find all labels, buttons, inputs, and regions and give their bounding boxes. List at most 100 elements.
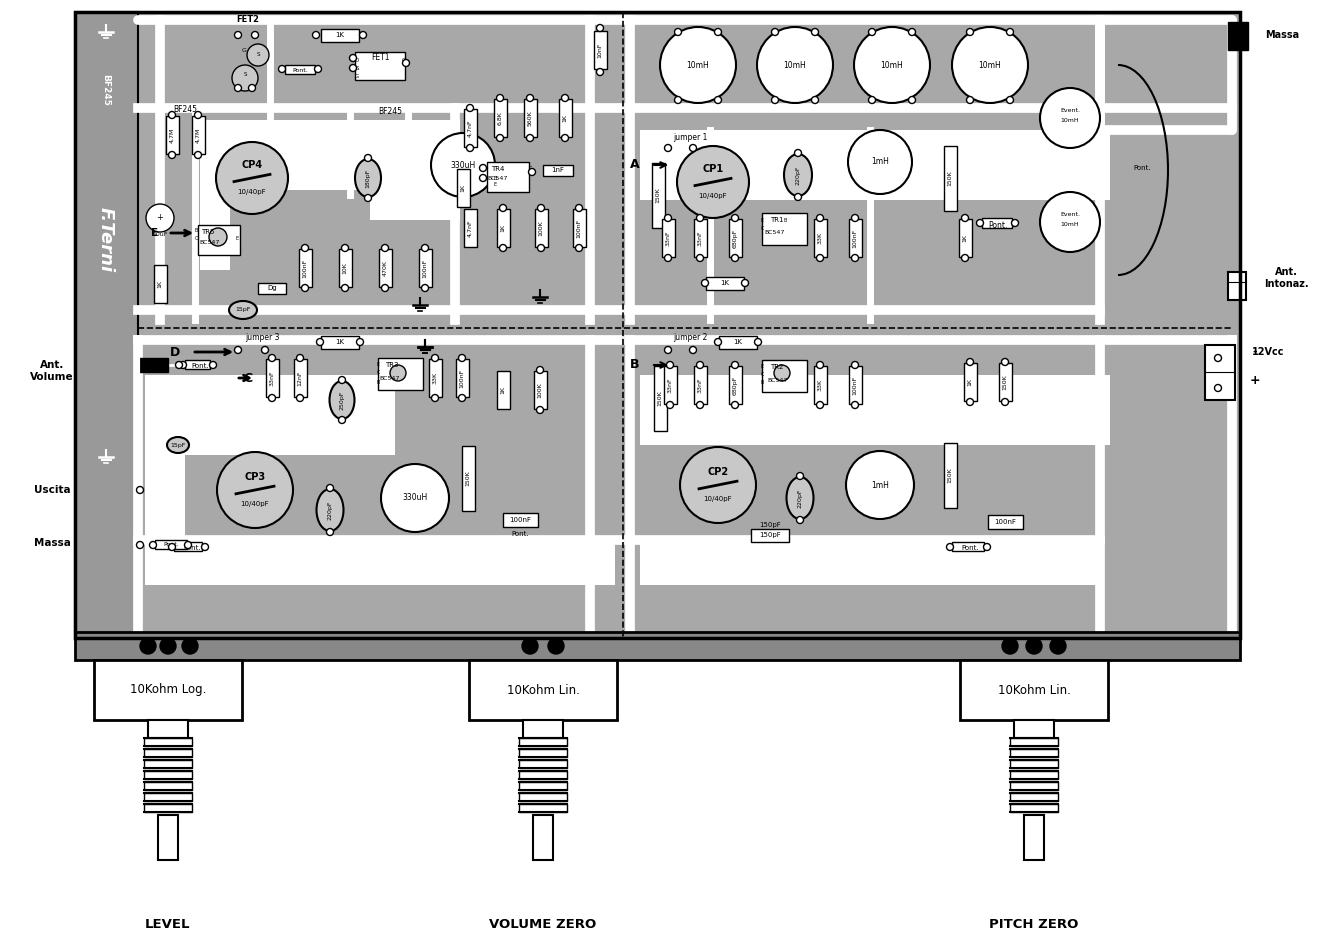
Ellipse shape [784, 154, 812, 196]
Bar [1010, 771, 1058, 779]
Circle shape [962, 215, 969, 221]
Circle shape [249, 84, 256, 92]
Text: jumper 1: jumper 1 [673, 133, 708, 143]
Bar [166, 116, 179, 154]
Bar [1010, 793, 1058, 801]
Circle shape [431, 355, 439, 361]
Circle shape [1006, 28, 1013, 36]
Text: 150K: 150K [947, 170, 953, 186]
Circle shape [689, 144, 697, 152]
Text: 1mH: 1mH [871, 158, 888, 167]
Text: 680pF: 680pF [732, 228, 737, 248]
Text: 12Vcc: 12Vcc [1252, 347, 1284, 357]
Bar [75, 12, 1240, 638]
Bar [1010, 804, 1058, 812]
Circle shape [1002, 358, 1009, 366]
Text: 100K: 100K [538, 382, 542, 398]
Bar [1014, 720, 1054, 738]
Text: Event.: Event. [1060, 108, 1080, 113]
Circle shape [795, 193, 801, 201]
Circle shape [234, 346, 241, 354]
Circle shape [1215, 385, 1222, 391]
Text: 100nF: 100nF [852, 375, 858, 395]
Circle shape [194, 152, 202, 159]
Bar [145, 782, 191, 790]
Circle shape [297, 355, 304, 361]
Circle shape [812, 28, 819, 36]
Text: Pont.: Pont. [292, 68, 308, 72]
Text: 10mH: 10mH [1061, 221, 1080, 226]
Bar [706, 277, 744, 290]
Text: 220pF: 220pF [797, 489, 803, 507]
Circle shape [562, 134, 569, 142]
Circle shape [966, 399, 974, 405]
Bar [640, 540, 1100, 585]
Text: BC547: BC547 [199, 240, 221, 246]
Bar [75, 12, 1240, 638]
Circle shape [946, 543, 954, 551]
Circle shape [562, 95, 569, 101]
Circle shape [714, 97, 721, 103]
Text: E: E [151, 228, 159, 238]
Bar [149, 720, 189, 738]
Circle shape [665, 144, 672, 152]
Text: 330uH: 330uH [403, 493, 428, 503]
Text: 10K: 10K [343, 262, 348, 274]
Bar [199, 120, 230, 270]
Bar [1010, 749, 1058, 757]
Circle shape [868, 28, 875, 36]
Circle shape [962, 254, 969, 262]
Bar [519, 804, 567, 812]
Circle shape [812, 97, 819, 103]
Bar [945, 146, 957, 211]
Bar [982, 218, 1012, 228]
Text: 10Kohm Log.: 10Kohm Log. [130, 684, 206, 697]
Circle shape [757, 27, 834, 103]
Bar [145, 760, 191, 768]
Ellipse shape [787, 477, 814, 519]
Circle shape [356, 339, 364, 345]
Circle shape [496, 95, 503, 101]
Bar [519, 738, 567, 746]
Circle shape [364, 194, 372, 202]
Circle shape [1040, 88, 1100, 148]
Ellipse shape [355, 159, 381, 197]
Text: 1K: 1K [562, 114, 567, 122]
Circle shape [1050, 638, 1066, 654]
Bar [158, 815, 178, 860]
Text: E: E [376, 361, 380, 367]
Text: 1nF: 1nF [551, 167, 565, 173]
Bar [1010, 760, 1058, 768]
Bar [456, 359, 470, 397]
Circle shape [1002, 638, 1018, 654]
Text: 10Kohm Lin.: 10Kohm Lin. [507, 684, 579, 697]
Circle shape [755, 339, 761, 345]
Bar [654, 366, 668, 431]
Circle shape [179, 361, 186, 369]
Text: 470K: 470K [383, 260, 388, 276]
Circle shape [339, 376, 345, 384]
Text: Event.: Event. [1060, 211, 1080, 217]
Text: 250pF: 250pF [340, 390, 344, 410]
Circle shape [479, 174, 487, 181]
Circle shape [846, 451, 914, 519]
Circle shape [597, 24, 603, 32]
Bar [987, 515, 1024, 529]
Circle shape [185, 541, 191, 549]
Bar [850, 366, 862, 404]
Circle shape [665, 215, 672, 221]
Circle shape [697, 401, 704, 409]
Text: -: - [1252, 347, 1258, 357]
Circle shape [182, 638, 198, 654]
Circle shape [666, 361, 673, 369]
Bar [496, 209, 510, 247]
Circle shape [269, 355, 276, 361]
Text: 1K: 1K [158, 280, 162, 288]
Text: E: E [760, 365, 764, 370]
Circle shape [575, 245, 582, 251]
Circle shape [317, 339, 324, 345]
Circle shape [341, 245, 348, 251]
Bar [94, 660, 242, 720]
Text: 150K: 150K [656, 187, 661, 203]
Circle shape [816, 361, 823, 369]
